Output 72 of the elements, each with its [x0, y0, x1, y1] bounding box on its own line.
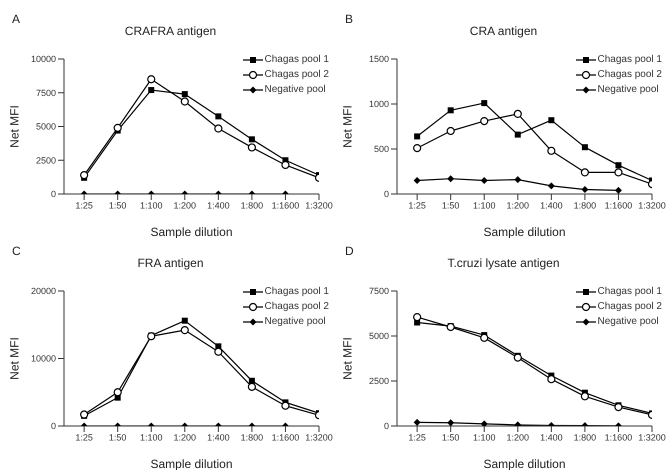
legend-label: Negative pool	[264, 84, 326, 95]
text: B	[345, 12, 354, 26]
x-tick-label: 1:100	[140, 432, 162, 442]
y-axis-title: Net MFI	[7, 105, 22, 148]
x-tick-label: 1:800	[574, 432, 596, 442]
chart-title: FRA antigen	[137, 256, 204, 270]
y-tick-label: 2500	[36, 155, 56, 166]
x-tick-label: 1:400	[540, 432, 563, 442]
legend-label: Negative pool	[264, 316, 326, 327]
y-tick-label: 7500	[368, 286, 389, 296]
x-tick-label: 1:25	[408, 432, 426, 442]
x-tick-label: 1:400	[540, 200, 563, 210]
y-tick-label: 5000	[368, 331, 389, 342]
y-axis-title: Net MFI	[340, 337, 354, 380]
x-tick-label: 1:200	[506, 200, 530, 210]
x-tick-label: 1:200	[174, 432, 196, 442]
y-tick-label: 0	[50, 189, 56, 200]
y-tick-label: 2500	[368, 376, 389, 386]
y-tick-label: 5000	[36, 122, 56, 132]
x-tick-label: 1:25	[408, 200, 426, 210]
y-tick-label: 1000	[368, 99, 389, 110]
x-tick-label: 1:100	[472, 432, 496, 442]
x-tick-label: 1:3200	[638, 432, 666, 442]
text: A	[12, 12, 20, 26]
x-tick-label: 1:400	[207, 200, 230, 210]
x-tick-label: 1:50	[442, 432, 460, 442]
x-tick-label: 1:50	[442, 200, 460, 210]
chart-title: CRA antigen	[470, 24, 538, 38]
y-tick-label: 0	[384, 421, 389, 432]
legend-label: Chagas pool 2	[598, 301, 662, 312]
text: D	[345, 244, 354, 258]
x-tick-label: 1:200	[506, 432, 530, 442]
x-tick-label: 1:1600	[272, 200, 300, 210]
x-tick-label: 1:800	[240, 200, 264, 210]
legend-label: Chagas pool 1	[264, 286, 329, 297]
y-axis-title: Net MFI	[7, 337, 22, 380]
x-tick-label: 1:25	[75, 200, 93, 210]
x-tick-label: 1:200	[174, 200, 196, 210]
y-tick-label: 0	[384, 189, 389, 200]
x-tick-label: 1:1600	[604, 200, 632, 210]
x-tick-label: 1:50	[108, 432, 126, 442]
x-tick-label: 1:50	[108, 200, 126, 210]
x-tick-label: 1:1600	[604, 432, 632, 442]
x-tick-label: 1:800	[574, 200, 596, 210]
x-tick-label: 1:3200	[638, 200, 666, 210]
legend-label: Negative pool	[598, 84, 659, 95]
x-tick-label: 1:100	[140, 200, 162, 210]
legend-label: Chagas pool 1	[598, 54, 662, 65]
x-tick-label: 1:3200	[305, 200, 333, 210]
y-tick-label: 7500	[36, 88, 56, 98]
x-tick-label: 1:25	[75, 432, 93, 442]
x-tick-label: 1:1600	[272, 432, 300, 442]
legend-label: Negative pool	[598, 316, 659, 327]
chart-title: CRAFRA antigen	[124, 24, 216, 38]
y-tick-label: 500	[374, 144, 389, 154]
x-tick-label: 1:100	[472, 200, 496, 210]
y-tick-label: 0	[50, 421, 56, 432]
x-tick-label: 1:800	[240, 432, 264, 442]
y-tick-label: 20000	[30, 286, 56, 296]
legend-label: Chagas pool 1	[264, 54, 329, 65]
y-tick-label: 10000	[30, 54, 56, 64]
y-tick-label: 1500	[368, 54, 389, 64]
x-tick-label: 1:400	[207, 432, 230, 442]
y-tick-label: 10000	[30, 354, 56, 364]
legend-label: Chagas pool 2	[598, 69, 662, 80]
x-tick-label: 1:3200	[305, 432, 333, 442]
chart-title: T.cruzi lysate antigen	[447, 256, 560, 270]
legend-label: Chagas pool 1	[598, 286, 662, 297]
y-axis-title: Net MFI	[340, 105, 354, 148]
legend-label: Chagas pool 2	[264, 301, 329, 312]
text: C	[12, 244, 21, 258]
legend-label: Chagas pool 2	[264, 69, 329, 80]
